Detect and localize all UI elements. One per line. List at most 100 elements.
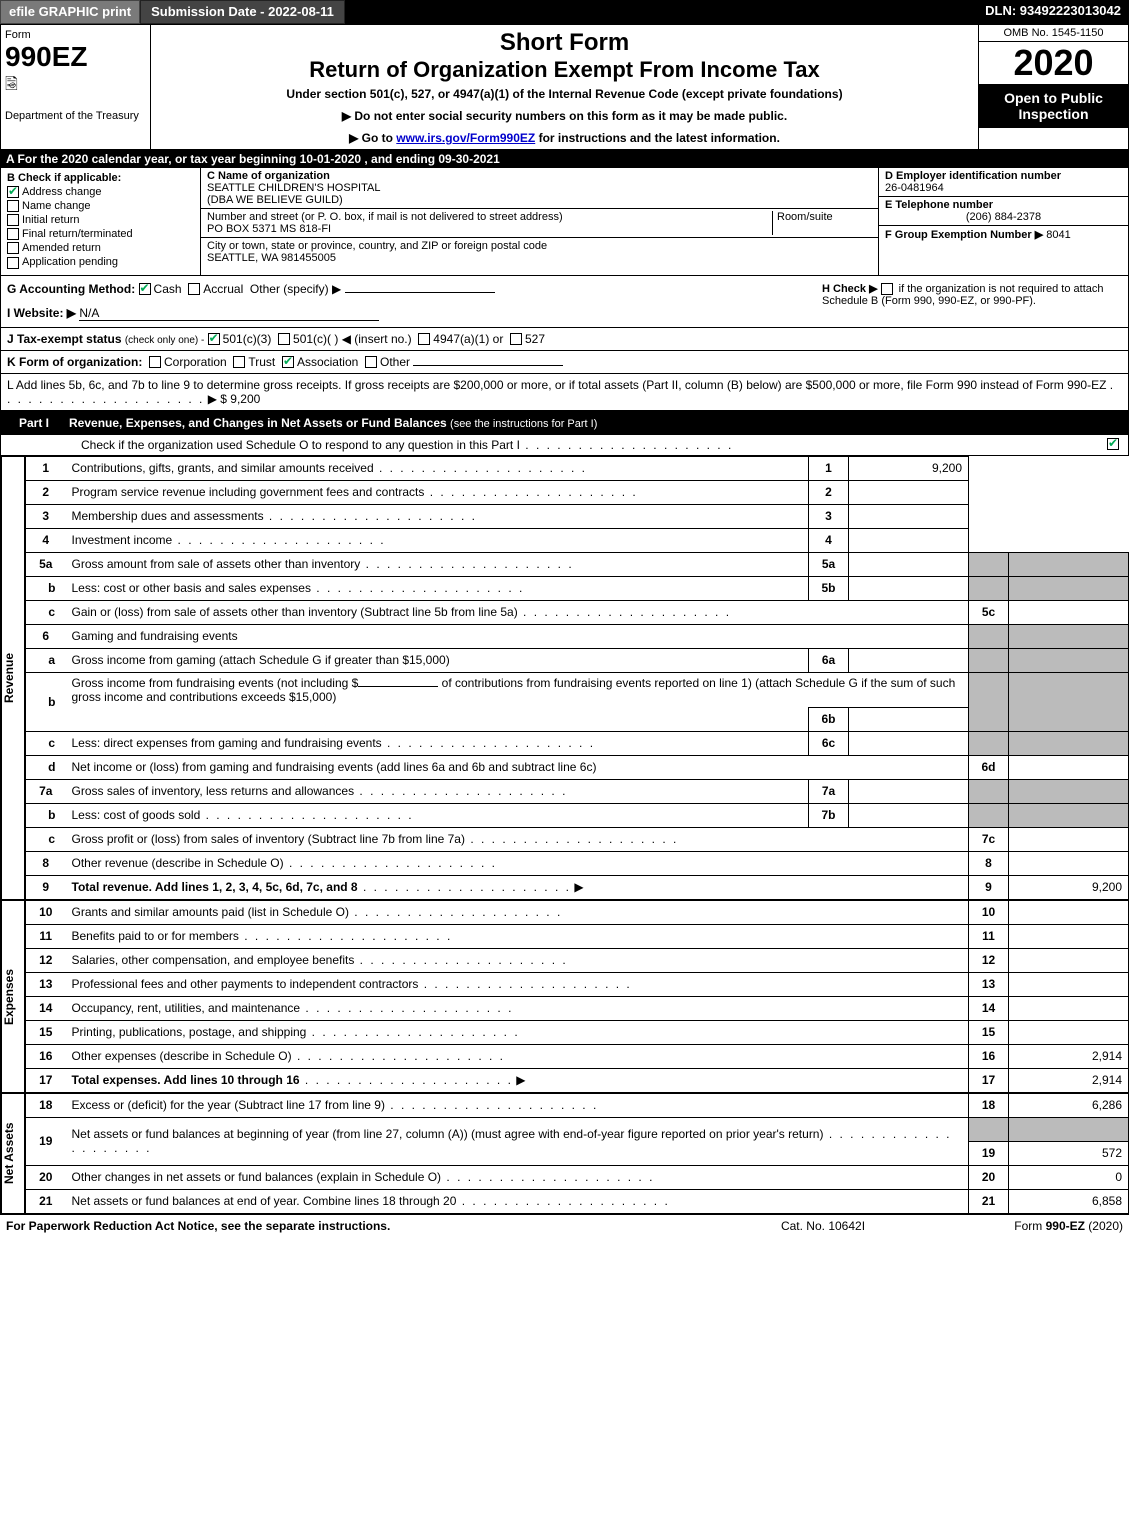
- phone-value: (206) 884-2378: [885, 211, 1122, 223]
- footer-form: Form 990-EZ (2020): [923, 1219, 1123, 1233]
- g-accrual-label: Accrual: [203, 282, 243, 296]
- table-row: 7aGross sales of inventory, less returns…: [26, 779, 1129, 803]
- revenue-section: Revenue 1Contributions, gifts, grants, a…: [0, 456, 1129, 900]
- check-amended-return[interactable]: Amended return: [7, 242, 194, 254]
- f-group-label: F Group Exemption Number ▶: [885, 229, 1043, 241]
- table-row: 6b: [26, 707, 1129, 731]
- website-value: N/A: [79, 306, 379, 321]
- k-assoc-check[interactable]: [282, 356, 294, 368]
- g-label: G Accounting Method:: [7, 282, 135, 296]
- room-suite-label: Room/suite: [777, 211, 872, 223]
- check-application-pending-label: Application pending: [22, 256, 118, 268]
- check-address-change[interactable]: Address change: [7, 186, 194, 198]
- goto-pre: ▶ Go to: [349, 131, 396, 145]
- page-footer: For Paperwork Reduction Act Notice, see …: [0, 1214, 1129, 1237]
- d-ein-label: D Employer identification number: [885, 170, 1122, 182]
- expenses-section: Expenses 10Grants and similar amounts pa…: [0, 900, 1129, 1093]
- table-row: 6Gaming and fundraising events: [26, 624, 1129, 648]
- irs-link[interactable]: www.irs.gov/Form990EZ: [396, 131, 535, 145]
- table-row: 18Excess or (deficit) for the year (Subt…: [26, 1093, 1129, 1117]
- efile-print-button[interactable]: efile GRAPHIC print: [0, 0, 140, 24]
- part1-label: Part I: [9, 414, 59, 432]
- table-row: 13Professional fees and other payments t…: [26, 972, 1129, 996]
- g-other-label: Other (specify) ▶: [250, 282, 341, 296]
- g-accrual-check[interactable]: [188, 283, 200, 295]
- table-row: 21Net assets or fund balances at end of …: [26, 1189, 1129, 1213]
- check-address-change-label: Address change: [22, 186, 102, 198]
- table-row: 1Contributions, gifts, grants, and simil…: [26, 456, 1129, 480]
- table-row: 14Occupancy, rent, utilities, and mainte…: [26, 996, 1129, 1020]
- check-application-pending[interactable]: Application pending: [7, 256, 194, 268]
- revenue-vert-label: Revenue: [1, 456, 25, 900]
- form-word: Form: [5, 29, 146, 41]
- j-501c-label: 501(c)( ) ◀ (insert no.): [293, 332, 412, 346]
- ssn-warning: ▶ Do not enter social security numbers o…: [157, 109, 972, 123]
- footer-catno: Cat. No. 10642I: [723, 1219, 923, 1233]
- j-501c3-label: 501(c)(3): [223, 332, 272, 346]
- ein-value: 26-0481964: [885, 182, 1122, 194]
- part1-header-wrap: Part I Revenue, Expenses, and Changes in…: [0, 411, 1129, 456]
- return-title: Return of Organization Exempt From Incom…: [157, 57, 972, 83]
- j-501c3-check[interactable]: [208, 333, 220, 345]
- h-check[interactable]: [881, 283, 893, 295]
- g-cash-label: Cash: [154, 282, 182, 296]
- table-row: aGross income from gaming (attach Schedu…: [26, 648, 1129, 672]
- j-527-label: 527: [525, 332, 545, 346]
- form-header: Form 990EZ 🗟 Department of the Treasury …: [0, 24, 1129, 150]
- dln-label: DLN: 93492223013042: [977, 0, 1129, 24]
- netassets-table: 18Excess or (deficit) for the year (Subt…: [25, 1093, 1129, 1214]
- k-label: K Form of organization:: [7, 355, 142, 369]
- table-row: 3Membership dues and assessments3: [26, 504, 1129, 528]
- part1-sub: (see the instructions for Part I): [450, 418, 597, 430]
- j-527-check[interactable]: [510, 333, 522, 345]
- l-text: L Add lines 5b, 6c, and 7b to line 9 to …: [7, 378, 1106, 392]
- k-trust-check[interactable]: [233, 356, 245, 368]
- j-4947-check[interactable]: [418, 333, 430, 345]
- section-b-title: B Check if applicable:: [7, 172, 194, 184]
- table-row: 2Program service revenue including gover…: [26, 480, 1129, 504]
- check-initial-return[interactable]: Initial return: [7, 214, 194, 226]
- j-501c-check[interactable]: [278, 333, 290, 345]
- j-label: J Tax-exempt status: [7, 332, 122, 346]
- table-row: dNet income or (loss) from gaming and fu…: [26, 755, 1129, 779]
- table-row: 16Other expenses (describe in Schedule O…: [26, 1044, 1129, 1068]
- k-corp-check[interactable]: [149, 356, 161, 368]
- goto-line: ▶ Go to www.irs.gov/Form990EZ for instru…: [157, 131, 972, 145]
- table-row: 10Grants and similar amounts paid (list …: [26, 900, 1129, 924]
- short-form-title: Short Form: [157, 29, 972, 57]
- i-label: I Website: ▶: [7, 306, 76, 320]
- k-other-check[interactable]: [365, 356, 377, 368]
- line-k: K Form of organization: Corporation Trus…: [0, 351, 1129, 374]
- top-bar: efile GRAPHIC print Submission Date - 20…: [0, 0, 1129, 24]
- org-city: SEATTLE, WA 981455005: [207, 252, 872, 264]
- table-row: 12Salaries, other compensation, and empl…: [26, 948, 1129, 972]
- check-name-change-label: Name change: [22, 200, 91, 212]
- goto-post: for instructions and the latest informat…: [535, 131, 780, 145]
- expenses-vert-label: Expenses: [1, 900, 25, 1093]
- check-final-return[interactable]: Final return/terminated: [7, 228, 194, 240]
- org-address: PO BOX 5371 MS 818-FI: [207, 223, 772, 235]
- g-cash-check[interactable]: [139, 283, 151, 295]
- revenue-table: 1Contributions, gifts, grants, and simil…: [25, 456, 1129, 900]
- tax-year: 2020: [979, 42, 1128, 84]
- e-phone-label: E Telephone number: [885, 199, 1122, 211]
- table-row: 4Investment income4: [26, 528, 1129, 552]
- table-row: 19Net assets or fund balances at beginni…: [26, 1117, 1129, 1141]
- submission-date-label: Submission Date - 2022-08-11: [140, 0, 345, 24]
- l-value: 9,200: [230, 392, 260, 406]
- part1-schedule-o-check[interactable]: [1107, 438, 1119, 450]
- line-g-h: G Accounting Method: Cash Accrual Other …: [0, 276, 1129, 328]
- expenses-table: 10Grants and similar amounts paid (list …: [25, 900, 1129, 1093]
- check-name-change[interactable]: Name change: [7, 200, 194, 212]
- info-row: B Check if applicable: Address change Na…: [0, 168, 1129, 276]
- under-section: Under section 501(c), 527, or 4947(a)(1)…: [157, 87, 972, 101]
- c-addr-label: Number and street (or P. O. box, if mail…: [207, 211, 772, 223]
- c-name-label: C Name of organization: [207, 170, 872, 182]
- check-initial-return-label: Initial return: [22, 214, 79, 226]
- k-corp-label: Corporation: [164, 355, 227, 369]
- table-row: bGross income from fundraising events (n…: [26, 672, 1129, 707]
- table-row: 15Printing, publications, postage, and s…: [26, 1020, 1129, 1044]
- omb-number: OMB No. 1545-1150: [979, 25, 1128, 42]
- section-d-e-f: D Employer identification number 26-0481…: [878, 168, 1128, 275]
- k-assoc-label: Association: [297, 355, 358, 369]
